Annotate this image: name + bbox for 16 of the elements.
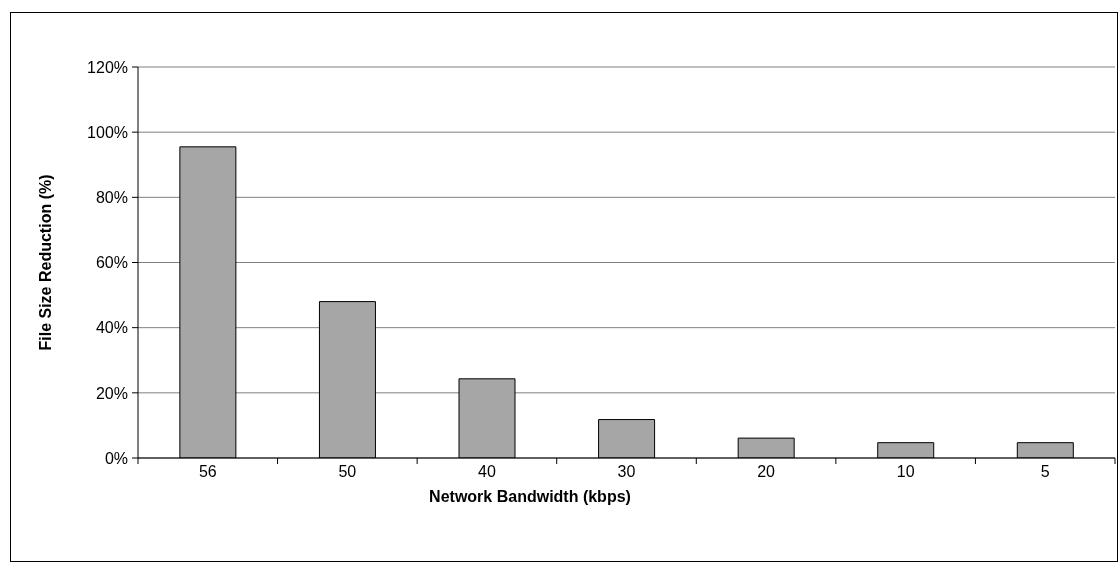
- x-tick-label: 5: [1040, 463, 1050, 481]
- y-tick-label: 60%: [95, 254, 128, 272]
- y-axis-title: File Size Reduction (%): [36, 174, 54, 351]
- x-tick-label: 50: [338, 463, 357, 481]
- y-tick-label: 40%: [95, 319, 128, 337]
- y-tick-label: 0%: [104, 449, 128, 467]
- x-tick-label: 30: [617, 463, 636, 481]
- x-tick-label: 10: [896, 463, 915, 481]
- x-axis-title: Network Bandwidth (kbps): [429, 488, 631, 505]
- x-tick-label: 40: [478, 463, 496, 481]
- x-tick-label: 56: [198, 463, 217, 481]
- y-tick-label: 80%: [95, 189, 128, 207]
- y-tick-label: 120%: [87, 58, 128, 76]
- x-tick-label: 20: [757, 463, 776, 481]
- y-tick-label: 100%: [87, 123, 128, 141]
- y-tick-label: 20%: [95, 384, 128, 402]
